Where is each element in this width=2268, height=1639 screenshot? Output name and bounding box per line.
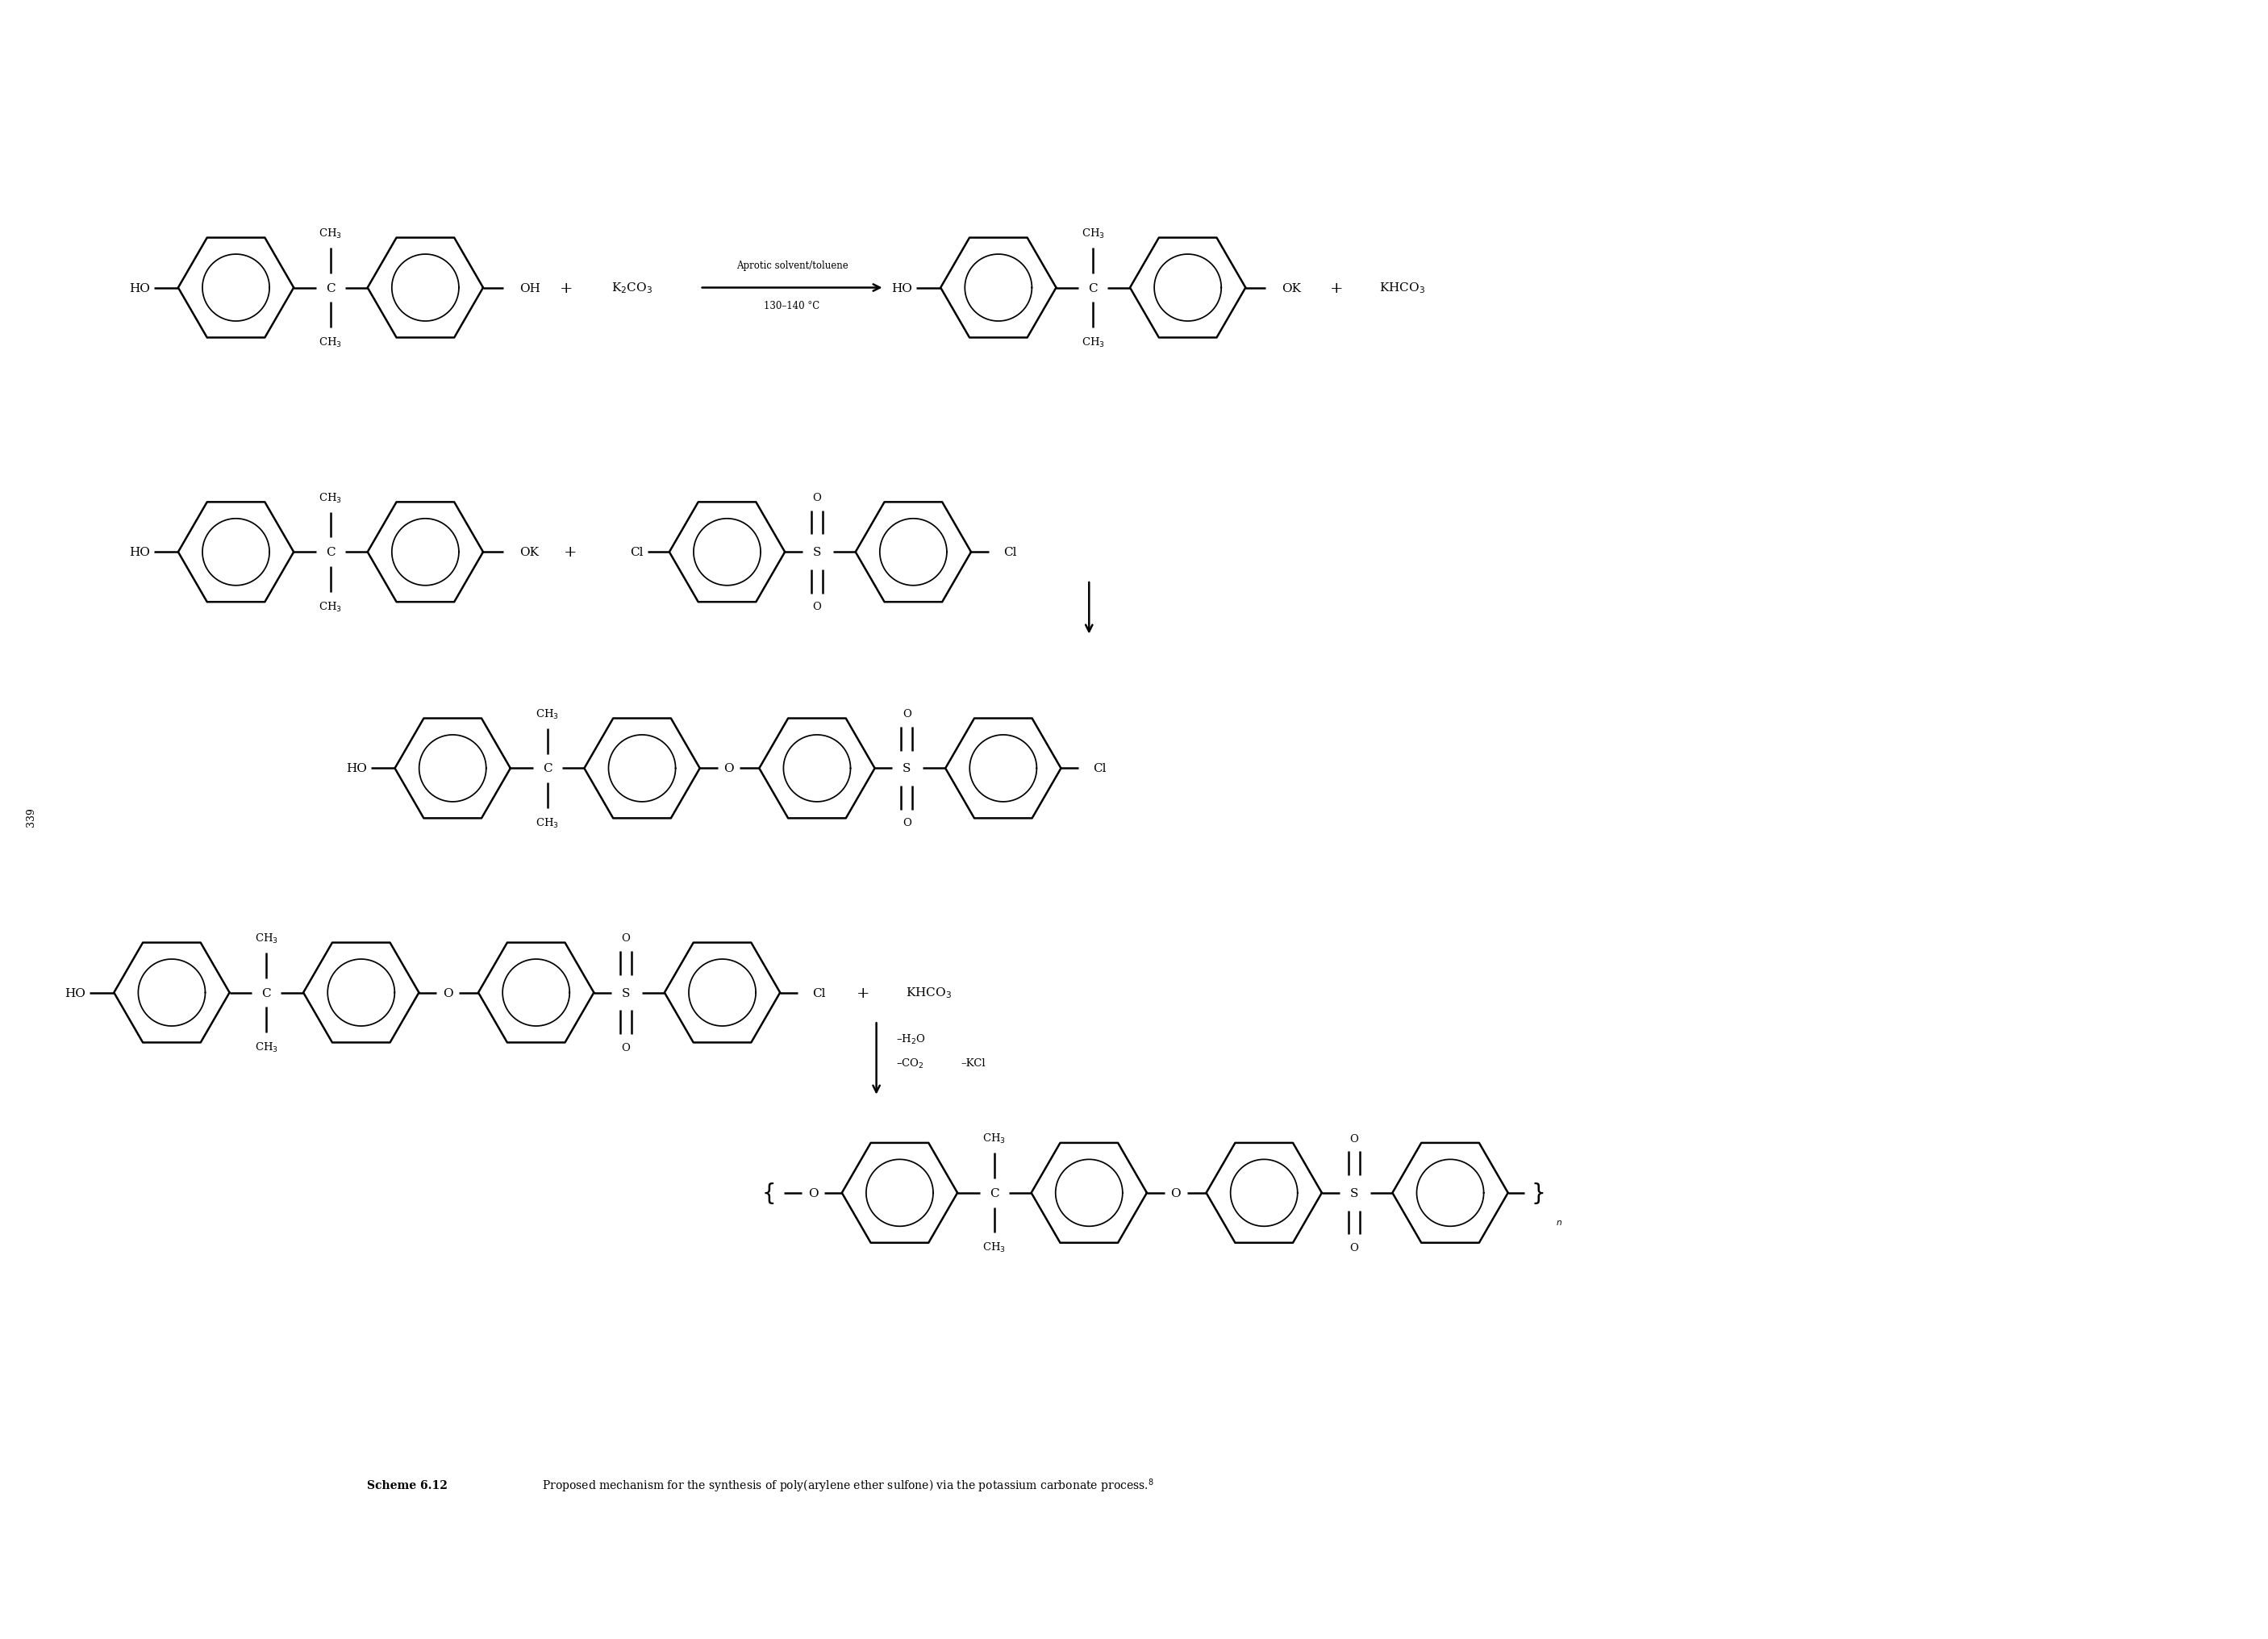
Text: HO: HO	[129, 547, 150, 559]
Text: KHCO$_3$: KHCO$_3$	[1379, 282, 1424, 295]
Text: HO: HO	[891, 282, 912, 293]
Text: +: +	[562, 546, 576, 561]
Text: CH$_3$: CH$_3$	[1082, 228, 1105, 241]
Text: 339: 339	[25, 806, 36, 826]
Text: +: +	[1329, 280, 1343, 295]
Text: S: S	[903, 764, 912, 774]
Text: CH$_3$: CH$_3$	[320, 492, 342, 505]
Text: CH$_3$: CH$_3$	[982, 1241, 1007, 1254]
Text: CH$_3$: CH$_3$	[254, 933, 279, 946]
Text: Scheme 6.12: Scheme 6.12	[367, 1480, 447, 1491]
Text: C: C	[261, 987, 272, 998]
Text: O: O	[1170, 1187, 1182, 1198]
Text: CH$_3$: CH$_3$	[535, 708, 558, 721]
Text: O: O	[621, 1042, 631, 1052]
Text: O: O	[903, 818, 912, 828]
Text: HO: HO	[347, 764, 367, 774]
Text: CH$_3$: CH$_3$	[254, 1041, 279, 1054]
Text: CH$_3$: CH$_3$	[1082, 336, 1105, 349]
Text: S: S	[1349, 1187, 1359, 1198]
Text: Proposed mechanism for the synthesis of poly(arylene ether sulfone) via the pota: Proposed mechanism for the synthesis of …	[531, 1477, 1154, 1495]
Text: CH$_3$: CH$_3$	[320, 228, 342, 241]
Text: HO: HO	[129, 282, 150, 293]
Text: +: +	[560, 280, 574, 295]
Text: –H$_2$O: –H$_2$O	[896, 1033, 925, 1046]
Text: O: O	[807, 1187, 819, 1198]
Text: Cl: Cl	[1093, 764, 1107, 774]
Text: CH$_3$: CH$_3$	[982, 1133, 1007, 1146]
Text: –KCl: –KCl	[962, 1059, 984, 1069]
Text: +: +	[857, 985, 869, 1000]
Text: S: S	[621, 987, 631, 998]
Text: $_n$: $_n$	[1556, 1216, 1563, 1226]
Text: OK: OK	[1281, 282, 1302, 293]
Text: Cl: Cl	[1002, 547, 1016, 559]
Text: C: C	[542, 764, 551, 774]
Text: C: C	[1089, 282, 1098, 293]
Text: K$_2$CO$_3$: K$_2$CO$_3$	[610, 282, 653, 295]
Text: CH$_3$: CH$_3$	[535, 816, 558, 829]
Text: O: O	[723, 764, 735, 774]
Text: OK: OK	[519, 547, 538, 559]
Text: S: S	[812, 547, 821, 559]
Text: O: O	[621, 933, 631, 944]
Text: HO: HO	[66, 987, 86, 998]
Text: Cl: Cl	[812, 987, 826, 998]
Text: Aprotic solvent/toluene: Aprotic solvent/toluene	[737, 261, 848, 270]
Text: O: O	[442, 987, 454, 998]
Text: O: O	[1349, 1242, 1359, 1252]
Text: C: C	[327, 547, 336, 559]
Text: CH$_3$: CH$_3$	[320, 336, 342, 349]
Text: $\}$: $\}$	[1531, 1180, 1545, 1206]
Text: 130–140 °C: 130–140 °C	[764, 300, 821, 311]
Text: O: O	[812, 602, 821, 611]
Text: –CO$_2$: –CO$_2$	[896, 1057, 925, 1070]
Text: O: O	[812, 493, 821, 503]
Text: C: C	[327, 282, 336, 293]
Text: $\{$: $\{$	[762, 1180, 776, 1206]
Text: C: C	[989, 1187, 998, 1198]
Text: O: O	[1349, 1133, 1359, 1144]
Text: O: O	[903, 710, 912, 720]
Text: CH$_3$: CH$_3$	[320, 600, 342, 613]
Text: Cl: Cl	[631, 547, 644, 559]
Text: OH: OH	[519, 282, 540, 293]
Text: KHCO$_3$: KHCO$_3$	[905, 985, 953, 1000]
